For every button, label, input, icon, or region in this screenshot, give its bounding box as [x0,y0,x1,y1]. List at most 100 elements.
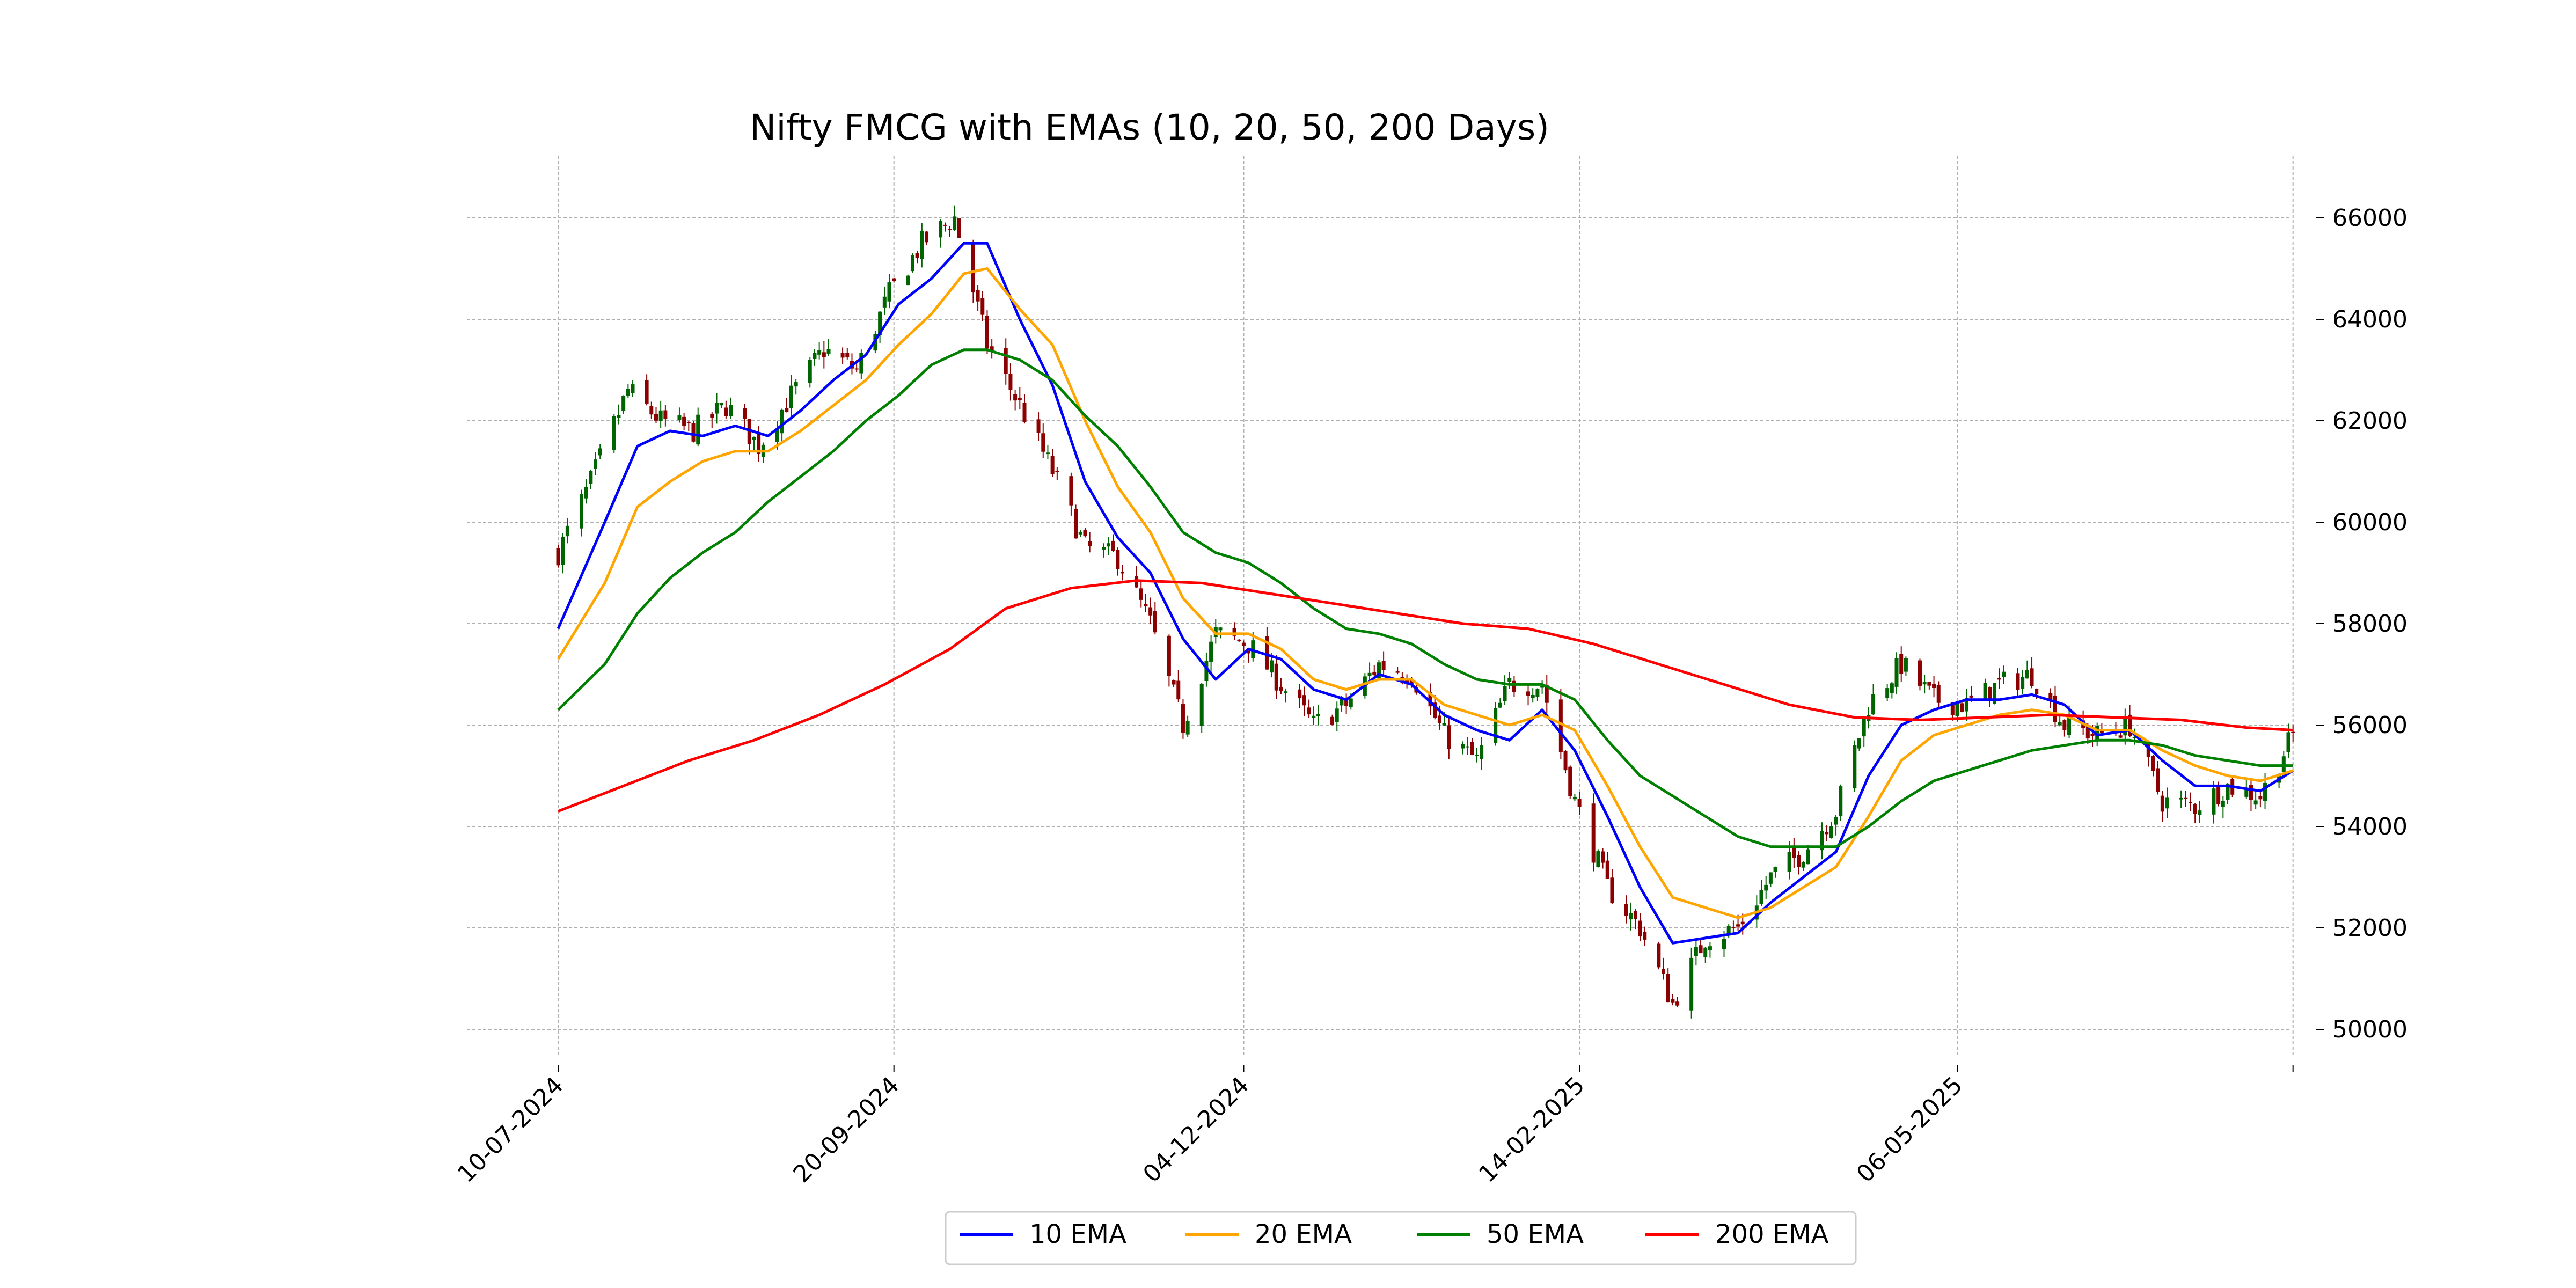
candle-body [1069,476,1073,506]
candle-body [1689,957,1694,1011]
candle-body [2025,670,2029,679]
candle-body [1969,695,1973,698]
candle-body [1605,860,1609,879]
candle-body [594,459,598,469]
y-tick-label: 62000 [2332,407,2407,435]
candle-body [1199,684,1204,726]
candle-body [1503,686,1507,701]
candle-body [645,380,649,404]
candle-body [1927,682,1931,686]
candle-body [925,231,929,243]
candle-body [1577,799,1582,807]
candle-body [915,253,919,258]
candle-body [1871,694,1876,715]
candle-body [1964,698,1968,712]
candle-body [957,218,961,238]
candle-body [1512,680,1516,692]
candle-body [1237,639,1241,641]
candle-body [1960,703,1964,712]
candle-body [1662,969,1666,974]
chart-title: Nifty FMCG with EMAs (10, 20, 50, 200 Da… [750,107,1549,148]
candle-body [1731,927,1736,928]
ema-line-20 [557,267,2294,919]
candle-body [878,311,882,335]
y-tick-label: 58000 [2332,610,2407,638]
candle-body [1983,683,1987,699]
candle-body [2085,727,2090,739]
candle-body [1102,547,1106,550]
candle-body [1671,999,1675,1003]
candle-body [1498,702,1502,708]
candle-body [1274,663,1278,691]
candle-body [789,385,793,408]
candle-body [794,382,798,387]
candle-body [2221,801,2225,807]
candle-body [1050,456,1055,474]
candle-body [1526,691,1531,696]
candle-body [920,230,924,259]
candle-body [1792,848,1796,858]
candle-body [1204,661,1209,682]
candle-body [1885,688,1890,698]
candle-body [2062,720,2067,730]
candle-body [2216,786,2221,804]
candle-body [686,422,691,423]
candle-body [985,316,989,349]
candle-body [1936,685,1941,703]
x-tick-label: 04-12-2024 [1138,1072,1254,1188]
candle-body [817,350,822,355]
candle-body [2095,726,2099,741]
candle-body [2198,810,2202,815]
candle-body [2132,737,2136,738]
candle-body [1433,702,1437,718]
candle-body [1726,926,1731,935]
candle-body [654,414,658,421]
candle-body [2090,734,2095,736]
candle-body [649,406,654,415]
candle-body [1694,947,1698,956]
candle-body [1759,890,1763,904]
candle-body [1558,699,1563,752]
candle-body [1899,654,1904,674]
candle-body [2226,783,2230,800]
ema-lines [557,241,2294,945]
candle-body [1144,604,1148,607]
candle-body [1773,867,1777,872]
candle-body [1120,572,1124,574]
candle-body [840,353,845,358]
candle-body [1167,635,1171,676]
candle-body [663,410,668,419]
y-tick-label: 50000 [2332,1016,2407,1043]
candle-body [887,282,891,302]
candle-body [1241,642,1246,646]
candle-body [1629,913,1633,920]
candle-body [1535,689,1540,697]
candle-body [990,346,994,352]
candle-body [948,229,952,231]
candle-body [1839,786,1843,817]
candle-body [1330,716,1335,726]
candle-body [1507,678,1512,682]
candle-body [813,353,817,359]
candle-body [1367,672,1372,676]
candle-body [808,360,812,384]
candle-body [943,224,947,226]
candle-body [1265,636,1269,670]
candle-body [1437,715,1441,723]
candle-body [565,525,569,537]
candle-body [2156,768,2160,792]
candle-body [1540,686,1545,688]
candle-body [747,419,751,444]
candle-body [682,416,686,426]
candle-body [1298,689,1302,699]
candle-body [1045,452,1050,455]
legend-label: 10 EMA [1029,1219,1126,1249]
candle-body [752,436,756,440]
candle-body [1172,680,1176,685]
candle-body [1381,661,1386,670]
candle-body [1638,920,1642,937]
candle-body [775,428,779,442]
candle-body [1480,745,1484,759]
candle-body [1442,723,1446,726]
candle-body [621,396,626,412]
